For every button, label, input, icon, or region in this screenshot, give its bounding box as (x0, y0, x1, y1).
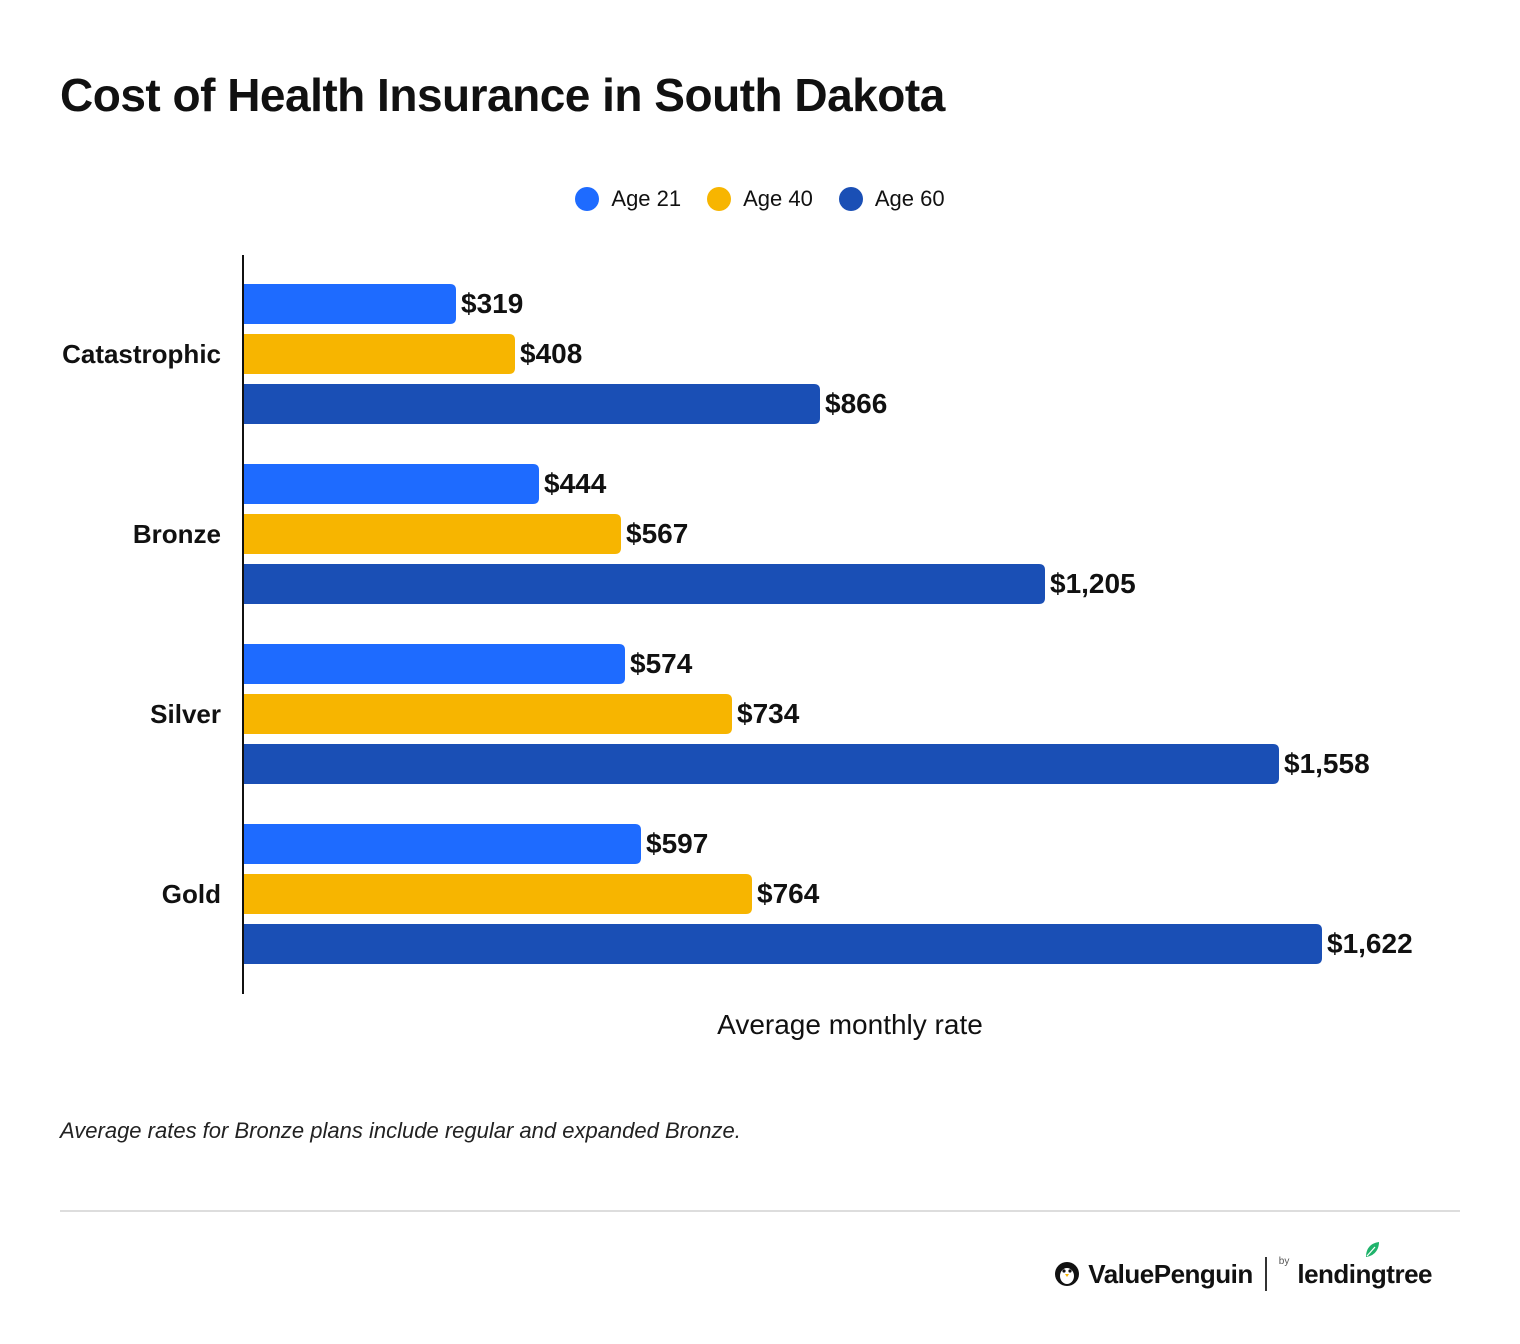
chart-title: Cost of Health Insurance in South Dakota (60, 68, 945, 122)
data-label-silver-age-40: $734 (737, 698, 800, 729)
bar-catastrophic-age-40 (244, 334, 515, 374)
brand-name: ValuePenguin (1088, 1259, 1253, 1290)
bar-bronze-age-21 (244, 464, 539, 504)
data-label-bronze-age-21: $444 (544, 468, 607, 499)
category-label-gold: Gold (162, 879, 221, 909)
footer-divider (60, 1210, 1460, 1212)
bar-bronze-age-60 (244, 564, 1045, 604)
legend-label-age-40: Age 40 (743, 186, 813, 212)
data-label-gold-age-40: $764 (757, 878, 820, 909)
bar-silver-age-60 (244, 744, 1279, 784)
bar-gold-age-60 (244, 924, 1322, 964)
brand-partner: lendingtree (1297, 1259, 1432, 1290)
legend-item-age-60: Age 60 (839, 186, 945, 212)
data-label-silver-age-21: $574 (630, 648, 693, 679)
bar-catastrophic-age-60 (244, 384, 820, 424)
category-label-silver: Silver (150, 699, 221, 729)
brand-partner-name: lendingtree (1297, 1259, 1432, 1289)
data-label-catastrophic-age-40: $408 (520, 338, 582, 369)
brand-by-text: by (1279, 1256, 1290, 1267)
data-label-gold-age-21: $597 (646, 828, 708, 859)
category-label-catastrophic: Catastrophic (62, 339, 221, 369)
legend-label-age-21: Age 21 (611, 186, 681, 212)
bar-catastrophic-age-21 (244, 284, 456, 324)
legend-item-age-40: Age 40 (707, 186, 813, 212)
data-label-catastrophic-age-60: $866 (825, 388, 887, 419)
data-label-bronze-age-40: $567 (626, 518, 688, 549)
bar-gold-age-21 (244, 824, 641, 864)
bar-silver-age-21 (244, 644, 625, 684)
chart-legend: Age 21 Age 40 Age 60 (0, 184, 1520, 214)
legend-marker-age-60 (839, 187, 863, 211)
brand-logo: ValuePenguin by lendingtree (1054, 1254, 1432, 1294)
bar-gold-age-40 (244, 874, 752, 914)
legend-marker-age-21 (575, 187, 599, 211)
brand-separator (1265, 1257, 1267, 1291)
data-label-catastrophic-age-21: $319 (461, 288, 523, 319)
data-label-silver-age-60: $1,558 (1284, 748, 1370, 779)
bar-silver-age-40 (244, 694, 732, 734)
leaf-icon (1364, 1241, 1380, 1259)
legend-marker-age-40 (707, 187, 731, 211)
bars-group: Catastrophic $319 $408 $866 Bronze $444 $567 $1… (62, 284, 1413, 964)
penguin-icon (1054, 1261, 1080, 1287)
legend-label-age-60: Age 60 (875, 186, 945, 212)
bar-chart: Catastrophic $319 $408 $866 Bronze $444 $567 $1… (0, 240, 1520, 1060)
data-label-bronze-age-60: $1,205 (1050, 568, 1136, 599)
bar-bronze-age-40 (244, 514, 621, 554)
data-label-gold-age-60: $1,622 (1327, 928, 1413, 959)
x-axis-label: Average monthly rate (717, 1009, 983, 1040)
legend-item-age-21: Age 21 (575, 186, 681, 212)
category-label-bronze: Bronze (133, 519, 221, 549)
footnote: Average rates for Bronze plans include r… (60, 1118, 741, 1144)
